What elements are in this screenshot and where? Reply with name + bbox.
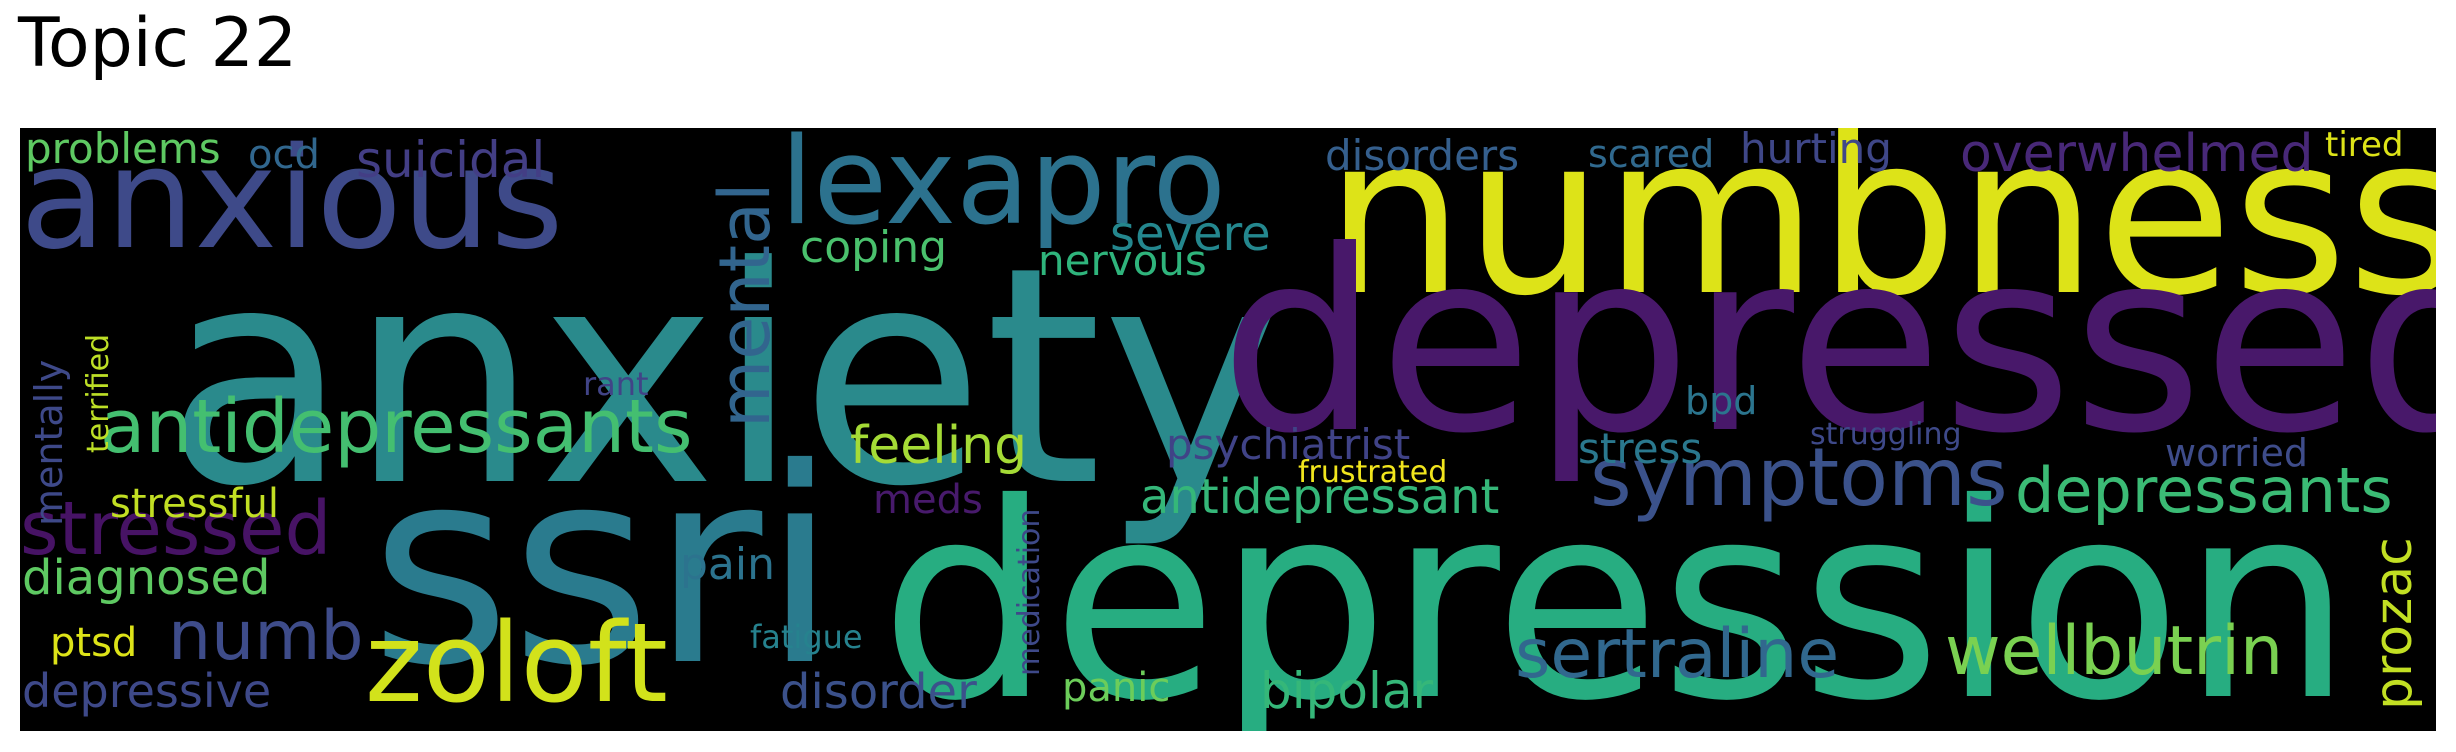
cloud-word: panic (1062, 665, 1171, 711)
cloud-word: diagnosed (22, 550, 271, 606)
cloud-word: struggling (1810, 417, 1962, 452)
cloud-word: depression (880, 445, 2353, 732)
cloud-word: medication (1012, 508, 1047, 676)
cloud-word: numbness (1325, 128, 2436, 344)
cloud-word: mental (704, 182, 786, 428)
cloud-word: lexapro (780, 128, 1226, 252)
cloud-word: antidepressants (100, 384, 693, 470)
cloud-word: depressants (2015, 454, 2393, 527)
cloud-word: psychiatrist (1166, 420, 1411, 469)
cloud-word: frustrated (1298, 455, 1448, 490)
cloud-word: wellbutrin (1945, 612, 2284, 691)
cloud-word: zoloft (365, 599, 668, 727)
cloud-word: anxious (20, 128, 564, 281)
cloud-word: disorder (780, 664, 977, 720)
cloud-word: terrified (81, 333, 116, 453)
cloud-word: antidepressant (1140, 469, 1500, 525)
cloud-word: coping (800, 222, 948, 273)
cloud-word: hurting (1740, 128, 1892, 173)
cloud-word: depressive (22, 664, 272, 718)
cloud-word: sertraline (1515, 615, 1840, 694)
cloud-word: meds (873, 477, 983, 523)
cloud-word: anxiety (165, 203, 1280, 552)
figure-title: Topic 22 (18, 4, 298, 83)
cloud-word: stress (1578, 424, 1703, 473)
cloud-word: ssri (370, 410, 838, 725)
cloud-word: fatigue (750, 618, 863, 656)
cloud-word: stressful (110, 481, 279, 527)
cloud-word: ptsd (50, 620, 138, 666)
cloud-word: problems (25, 128, 221, 173)
cloud-word: depressed (1220, 197, 2436, 488)
cloud-word: prozac (2364, 537, 2424, 710)
cloud-word: overwhelmed (1960, 128, 2314, 184)
word-cloud: anxiety numbness depressed depression ssri an… (20, 128, 2436, 731)
cloud-word: rant (583, 365, 649, 403)
cloud-word: worried (2165, 431, 2308, 475)
cloud-word: scared (1588, 132, 1715, 176)
cloud-word: stressed (20, 486, 332, 572)
cloud-word: mentally (27, 359, 71, 526)
cloud-word: suicidal (356, 131, 546, 189)
cloud-word: tired (2325, 128, 2404, 165)
cloud-word: numb (168, 597, 364, 676)
cloud-word: bpd (1685, 379, 1758, 423)
cloud-word: disorders (1325, 131, 1520, 180)
cloud-word: nervous (1038, 236, 1207, 285)
cloud-word: ocd (248, 132, 320, 178)
cloud-word: symptoms (1590, 431, 2008, 524)
cloud-word: pain (680, 539, 776, 590)
cloud-word: severe (1110, 206, 1271, 262)
cloud-word: bipolar (1260, 662, 1434, 720)
cloud-word: feeling (850, 416, 1028, 476)
